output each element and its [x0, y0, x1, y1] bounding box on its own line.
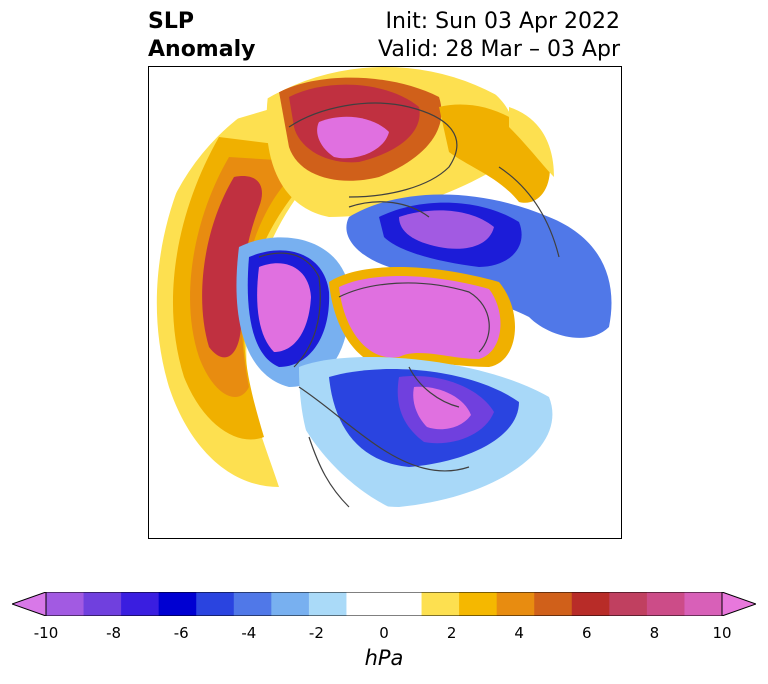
date-info: Init: Sun 03 Apr 2022 Valid: 28 Mar – 03… [378, 8, 620, 64]
title-variable: SLP [148, 9, 194, 34]
valid-range: Valid: 28 Mar – 03 Apr [378, 37, 620, 62]
colorbar-tick-label: 2 [446, 624, 457, 642]
colorbar-tick-label: 8 [649, 624, 660, 642]
negative-anomaly-alaska-core [257, 263, 311, 352]
colorbar-segment [646, 592, 685, 616]
colorbar-segment [271, 592, 310, 616]
colorbar-segment [346, 592, 385, 616]
colorbar-tick-label: 10 [712, 624, 732, 642]
colorbar-tick-label: 4 [514, 624, 524, 642]
colorbar-segment [496, 592, 535, 616]
colorbar-segment [158, 592, 197, 616]
colorbar-tick-label: -4 [241, 624, 257, 642]
colorbar-tick-label: -10 [33, 624, 59, 642]
init-date: Init: Sun 03 Apr 2022 [385, 9, 620, 34]
neutral-area-usa [283, 397, 389, 511]
colorbar-segments [46, 592, 723, 616]
colorbar-tick-label: 0 [379, 624, 389, 642]
positive-anomaly-europe-outer [509, 107, 554, 177]
colorbar-segment [196, 592, 235, 616]
colorbar-tick-label: -2 [308, 624, 324, 642]
anomaly-map [148, 66, 622, 539]
colorbar-segment [46, 592, 85, 616]
negative-anomaly-russia-core [399, 210, 494, 249]
colorbar-segment [571, 592, 610, 616]
colorbar-segment [308, 592, 347, 616]
colorbar-segment [459, 592, 498, 616]
colorbar-segment [121, 592, 160, 616]
colorbar-tick-label: -6 [173, 624, 189, 642]
colorbar-max-extension [721, 592, 756, 616]
colorbar-segment [233, 592, 272, 616]
map-title: SLP Anomaly [148, 8, 255, 64]
colorbar-border [45, 592, 723, 616]
colorbar-segment [609, 592, 648, 616]
colorbar-units: hPa [364, 646, 404, 670]
colorbar-segment [421, 592, 460, 616]
colorbar [12, 592, 756, 616]
coastlines [258, 102, 560, 508]
colorbar-tick-label: 6 [582, 624, 592, 642]
negative-anomaly-atlantic-core [413, 386, 471, 430]
positive-anomaly-pacific-core [202, 176, 262, 358]
title-anomaly: Anomaly [148, 37, 256, 62]
colorbar-segment [384, 592, 423, 616]
colorbar-segment [684, 592, 723, 616]
negative-anomaly-arctic-core [339, 275, 501, 359]
map-canvas [156, 67, 612, 511]
colorbar-tick-label: -8 [106, 624, 122, 642]
colorbar-min-extension [12, 592, 47, 616]
positive-anomaly-siberia-core [317, 116, 389, 159]
colorbar-segment [83, 592, 122, 616]
colorbar-segment [534, 592, 573, 616]
